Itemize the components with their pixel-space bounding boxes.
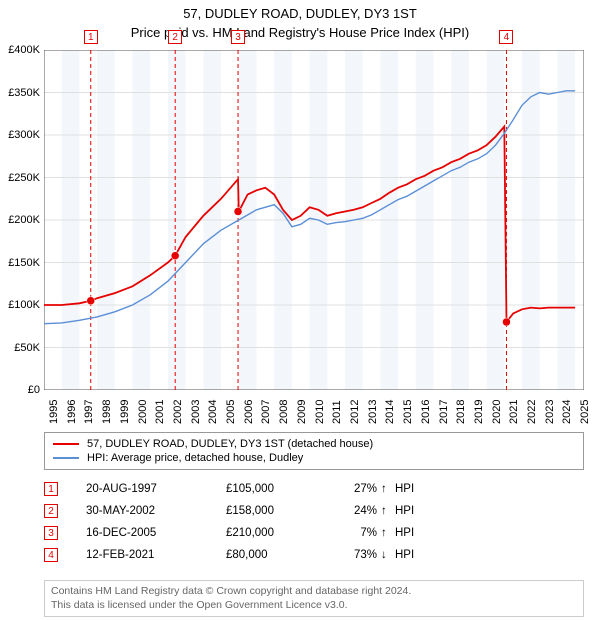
x-tick-label: 2014 [384, 400, 396, 424]
event-price: £80,000 [226, 549, 326, 561]
event-percent: 27% [326, 483, 381, 495]
x-tick-label: 2008 [278, 400, 290, 424]
x-tick-label: 2015 [402, 400, 414, 424]
event-marker-2: 2 [168, 30, 182, 44]
x-tick-label: 2013 [367, 400, 379, 424]
y-tick-label: £400K [0, 44, 40, 56]
legend-item: 57, DUDLEY ROAD, DUDLEY, DY3 1ST (detach… [53, 437, 575, 451]
x-tick-label: 1995 [48, 400, 60, 424]
event-arrow-icon: ↑ [381, 483, 395, 495]
x-tick-label: 2021 [508, 400, 520, 424]
x-tick-label: 1997 [83, 400, 95, 424]
event-marker-4: 4 [499, 30, 513, 44]
x-tick-label: 2003 [190, 400, 202, 424]
event-hpi-label: HPI [395, 505, 435, 517]
x-tick-label: 2004 [207, 400, 219, 424]
x-tick-label: 2017 [438, 400, 450, 424]
x-tick-label: 2000 [137, 400, 149, 424]
footer-attribution: Contains HM Land Registry data © Crown c… [44, 580, 584, 617]
x-tick-label: 2018 [455, 400, 467, 424]
legend: 57, DUDLEY ROAD, DUDLEY, DY3 1ST (detach… [44, 432, 584, 470]
y-tick-label: £300K [0, 129, 40, 141]
legend-swatch [53, 443, 79, 445]
x-tick-label: 2001 [154, 400, 166, 424]
event-price: £158,000 [226, 505, 326, 517]
legend-label: HPI: Average price, detached house, Dudl… [87, 452, 303, 464]
event-marker-3: 3 [231, 30, 245, 44]
x-tick-label: 2007 [260, 400, 272, 424]
event-arrow-icon: ↓ [381, 549, 395, 561]
event-percent: 73% [326, 549, 381, 561]
y-tick-label: £50K [0, 342, 40, 354]
x-tick-label: 2005 [225, 400, 237, 424]
event-price: £105,000 [226, 483, 326, 495]
y-tick-label: £250K [0, 172, 40, 184]
event-arrow-icon: ↑ [381, 527, 395, 539]
event-number: 1 [44, 482, 58, 496]
event-date: 16-DEC-2005 [86, 527, 226, 539]
event-hpi-label: HPI [395, 483, 435, 495]
x-tick-label: 2006 [243, 400, 255, 424]
event-row: 2 30-MAY-2002£158,00024%↑HPI [44, 500, 584, 522]
x-tick-label: 2012 [349, 400, 361, 424]
event-number: 2 [44, 504, 58, 518]
chart-container: 57, DUDLEY ROAD, DUDLEY, DY3 1ST Price p… [0, 0, 600, 620]
event-number: 3 [44, 526, 58, 540]
x-tick-label: 2002 [172, 400, 184, 424]
x-tick-label: 1998 [101, 400, 113, 424]
footer-line-1: Contains HM Land Registry data © Crown c… [51, 585, 577, 599]
y-tick-label: £0 [0, 384, 40, 396]
legend-label: 57, DUDLEY ROAD, DUDLEY, DY3 1ST (detach… [87, 438, 373, 450]
event-date: 30-MAY-2002 [86, 505, 226, 517]
y-tick-label: £350K [0, 87, 40, 99]
event-price: £210,000 [226, 527, 326, 539]
x-tick-label: 2010 [314, 400, 326, 424]
event-hpi-label: HPI [395, 527, 435, 539]
event-arrow-icon: ↑ [381, 505, 395, 517]
footer-line-2: This data is licensed under the Open Gov… [51, 599, 577, 613]
event-row: 3 16-DEC-2005£210,0007%↑HPI [44, 522, 584, 544]
event-date: 12-FEB-2021 [86, 549, 226, 561]
event-marker-1: 1 [84, 30, 98, 44]
event-row: 1 20-AUG-1997£105,00027%↑HPI [44, 478, 584, 500]
event-percent: 7% [326, 527, 381, 539]
legend-swatch [53, 457, 79, 459]
x-tick-label: 2024 [561, 400, 573, 424]
y-tick-label: £100K [0, 299, 40, 311]
line-chart [44, 50, 584, 390]
event-table: 120-AUG-1997£105,00027%↑HPI230-MAY-2002£… [44, 478, 584, 566]
event-row: 4 12-FEB-2021£80,00073%↓HPI [44, 544, 584, 566]
x-tick-label: 2016 [420, 400, 432, 424]
x-tick-label: 2009 [296, 400, 308, 424]
y-tick-label: £200K [0, 214, 40, 226]
chart-title: 57, DUDLEY ROAD, DUDLEY, DY3 1ST [0, 0, 600, 23]
event-number: 4 [44, 548, 58, 562]
legend-item: HPI: Average price, detached house, Dudl… [53, 451, 575, 465]
x-tick-label: 1996 [66, 400, 78, 424]
event-percent: 24% [326, 505, 381, 517]
x-tick-label: 2011 [331, 400, 343, 424]
x-tick-label: 2025 [579, 400, 591, 424]
y-tick-label: £150K [0, 257, 40, 269]
chart-area: 1234 [44, 50, 584, 390]
x-tick-label: 2023 [544, 400, 556, 424]
x-tick-label: 2020 [491, 400, 503, 424]
x-tick-label: 2019 [473, 400, 485, 424]
x-tick-label: 2022 [526, 400, 538, 424]
event-date: 20-AUG-1997 [86, 483, 226, 495]
event-hpi-label: HPI [395, 549, 435, 561]
x-tick-label: 1999 [119, 400, 131, 424]
